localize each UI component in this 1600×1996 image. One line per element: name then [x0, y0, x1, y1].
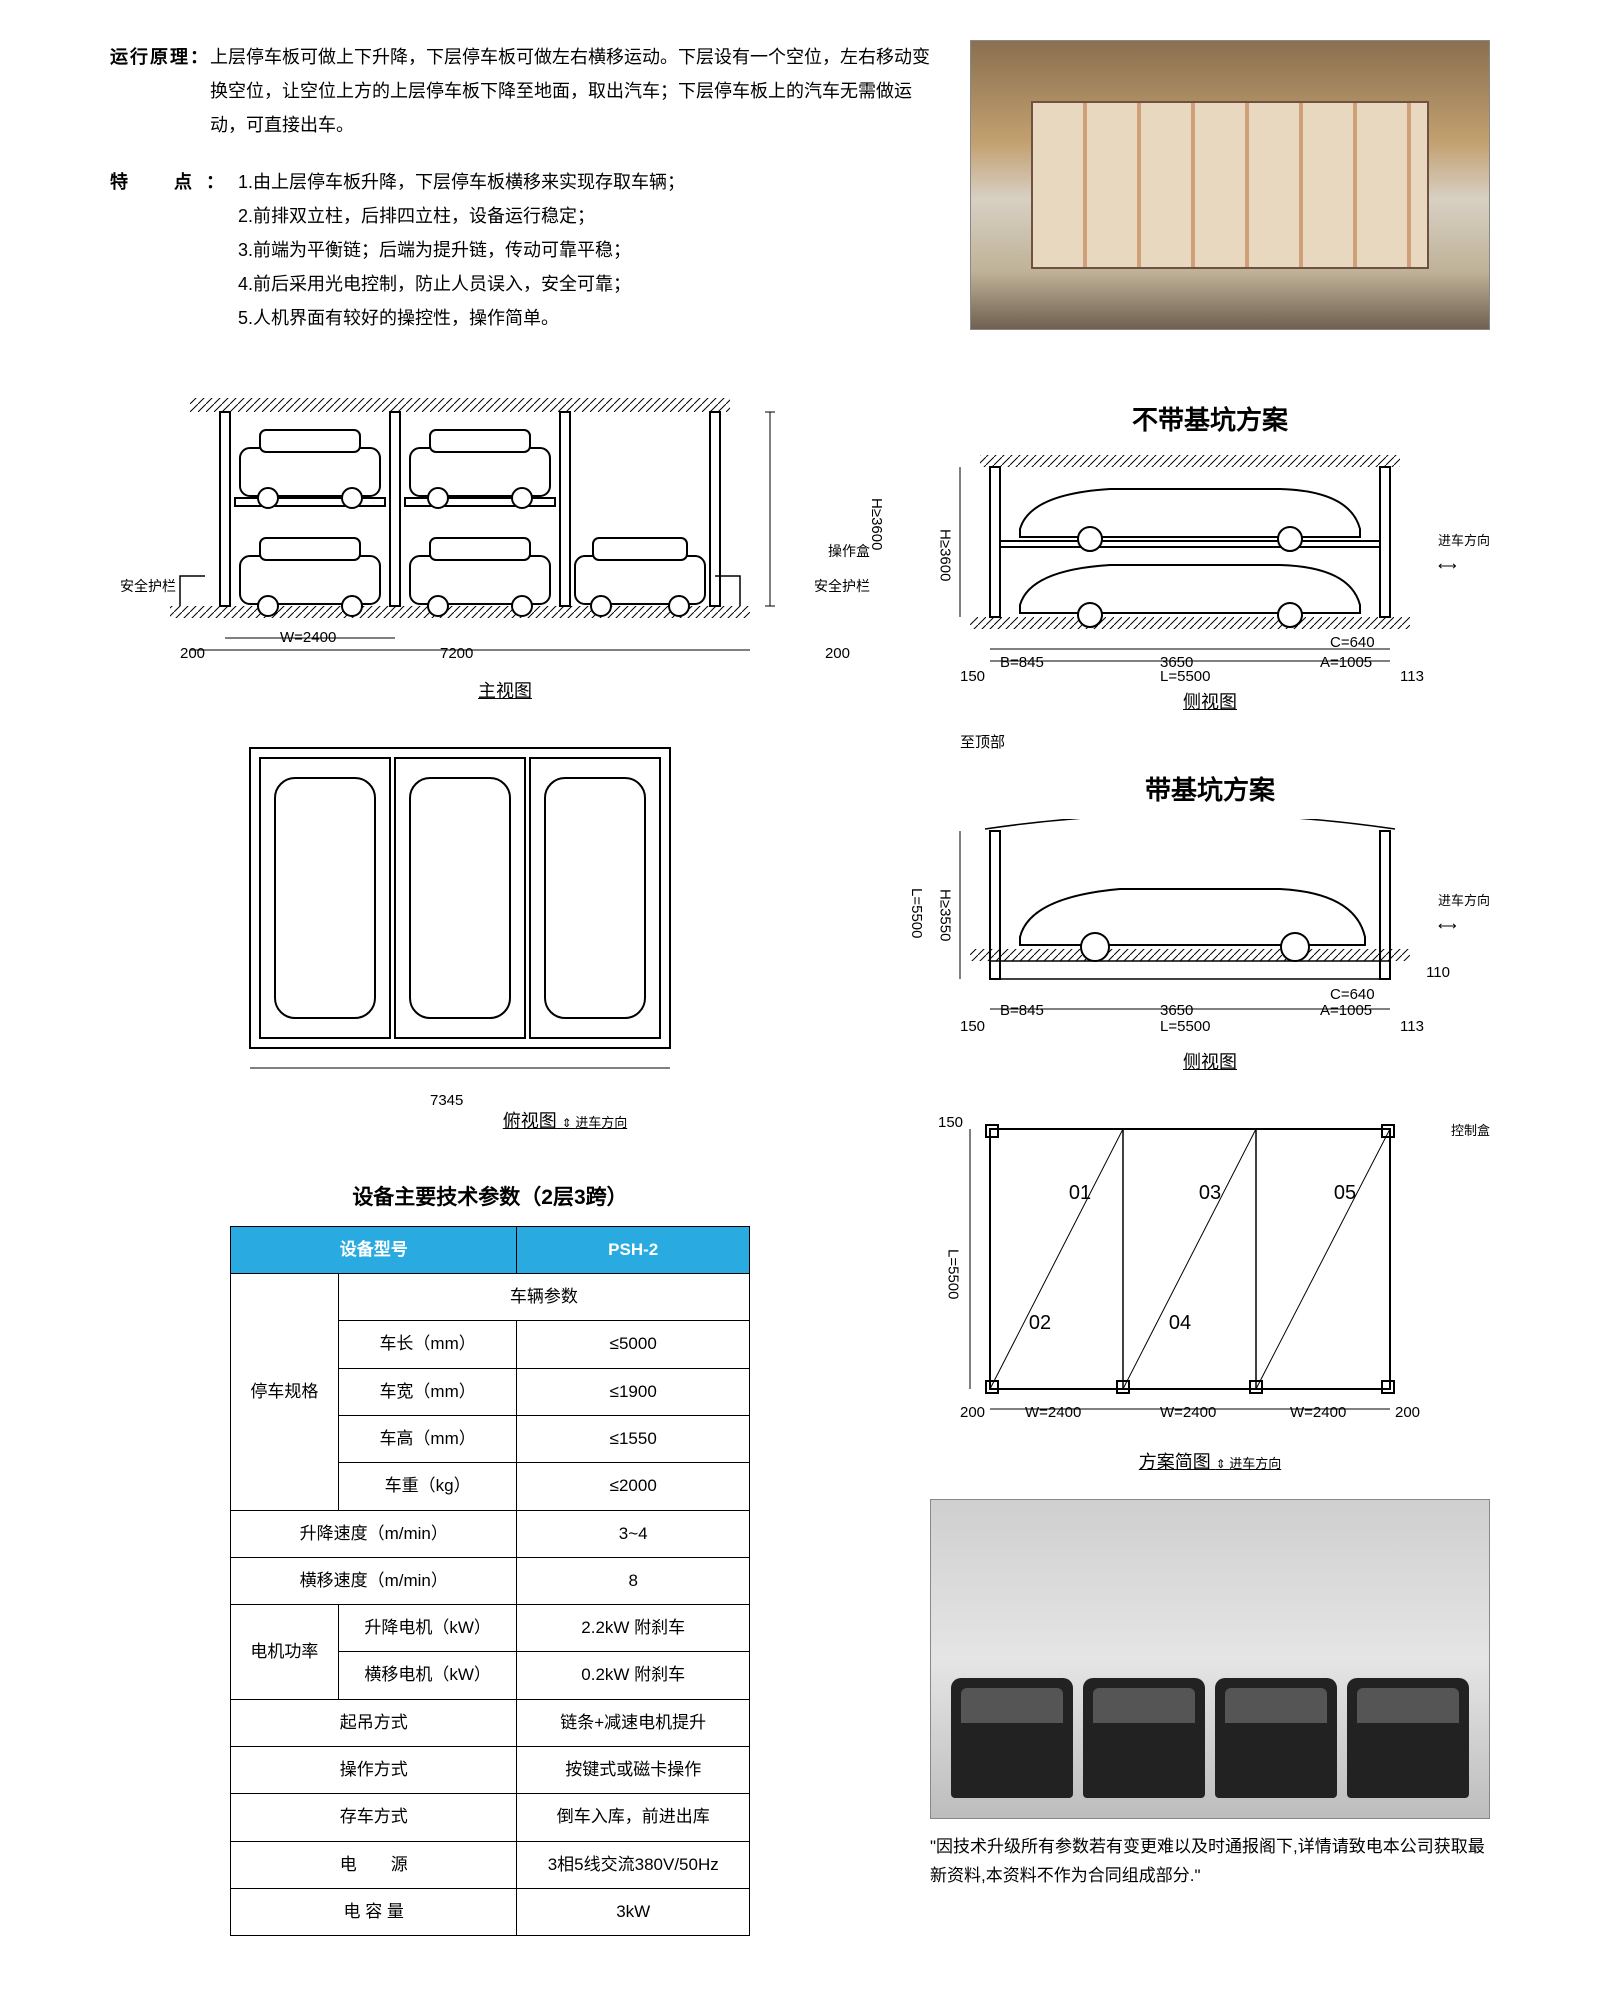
th-model-value: PSH-2 [517, 1226, 750, 1273]
dim-l: L=5500 [938, 1249, 967, 1299]
cell-label: 横移速度（m/min） [231, 1557, 517, 1604]
dim-h: H≥3550 [930, 889, 959, 941]
cell-sub: 车宽（mm） [338, 1368, 517, 1415]
dim-w: 7345 [430, 1087, 463, 1116]
principle-text: 上层停车板可做上下升降，下层停车板可做左右横移运动。下层设有一个空位，左右移动变… [210, 40, 930, 143]
cell-value: 倒车入库，前进出库 [517, 1794, 750, 1841]
cell-sub: 升降电机（kW） [338, 1605, 517, 1652]
dim-ml: 150 [960, 663, 985, 692]
cell-value: 按键式或磁卡操作 [517, 1747, 750, 1794]
dim-b: B=845 [1000, 997, 1044, 1026]
cell-sub: 车高（mm） [338, 1415, 517, 1462]
svg-text:01: 01 [1069, 1182, 1091, 1204]
label-dir: 进车方向⟷ [1438, 529, 1490, 578]
cell-label: 存车方式 [231, 1794, 517, 1841]
feature-item: 1.由上层停车板升降，下层停车板横移来实现存取车辆； [238, 165, 930, 199]
dim-margin: 200 [825, 640, 850, 669]
feature-item: 2.前排双立柱，后排四立柱，设备运行稳定； [238, 199, 930, 233]
diagram-top-view: L=5500 7345 俯视图 ⇕ 进车方向 [110, 738, 900, 1138]
cell-label: 电 容 量 [231, 1888, 517, 1935]
dim-mr: 113 [1400, 663, 1424, 692]
svg-text:02: 02 [1029, 1312, 1051, 1334]
diagram-top-title: 俯视图 ⇕ 进车方向 [230, 1104, 900, 1138]
label-ctrlbox: 控制盒 [1451, 1119, 1490, 1144]
cell-sub: 车长（mm） [338, 1321, 517, 1368]
photo-garage-2 [930, 1499, 1490, 1819]
svg-text:03: 03 [1199, 1182, 1221, 1204]
cell-sub: 车辆参数 [338, 1274, 749, 1321]
dim-m: 200 [960, 1399, 985, 1428]
dim-w: W=2400 [280, 624, 336, 653]
spec-table: 设备主要技术参数（2层3跨） 设备型号 PSH-2 停车规格 车辆参数 车长（m… [230, 1178, 750, 1936]
dim-ml: 150 [960, 1013, 985, 1042]
dim-l: L=5500 [1160, 663, 1210, 692]
cell-value: 0.2kW 附刹车 [517, 1652, 750, 1699]
cell-value: 3~4 [517, 1510, 750, 1557]
diagram-front-view: 安全护栏 操作盒 安全护栏 H≥3600 W=2400 7200 200 200… [110, 388, 900, 708]
dim-w1: W=2400 [1025, 1399, 1081, 1428]
diagram-side-pit: H≥3550 110 进车方向⟷ B=845 3650 A=1005 C=640… [930, 819, 1490, 1079]
svg-text:04: 04 [1169, 1312, 1191, 1334]
cell-value: 链条+减速电机提升 [517, 1699, 750, 1746]
cell-sub: 横移电机（kW） [338, 1652, 517, 1699]
dim-margin: 200 [180, 640, 205, 669]
features-label: 特 点： [110, 165, 238, 336]
cell-value: ≤1550 [517, 1415, 750, 1462]
features-list: 1.由上层停车板升降，下层停车板横移来实现存取车辆； 2.前排双立柱，后排四立柱… [238, 165, 930, 336]
side-pit-title: 侧视图 [930, 1045, 1490, 1079]
dim-w2: W=2400 [1160, 1399, 1216, 1428]
cell-value: ≤2000 [517, 1463, 750, 1510]
feature-item: 3.前端为平衡链；后端为提升链，传动可靠平稳； [238, 233, 930, 267]
dim-pit: 110 [1426, 959, 1450, 988]
pit-title: 带基坑方案 [930, 766, 1490, 815]
cell-value: 8 [517, 1557, 750, 1604]
dim-c: C=640 [1330, 981, 1375, 1010]
dim-m: 200 [1395, 1399, 1420, 1428]
svg-text:05: 05 [1334, 1182, 1356, 1204]
cell-value: 2.2kW 附刹车 [517, 1605, 750, 1652]
diagram-plan: 01 02 03 04 05 L=5500 150 控制盒 W=2400 W=2… [930, 1099, 1490, 1479]
plan-title: 方案简图 ⇕ 进车方向 [930, 1445, 1490, 1479]
diagram-side-nopit: H≥3600 进车方向⟷ B=845 3650 A=1005 C=640 L=5… [930, 449, 1490, 719]
dim-b: B=845 [1000, 649, 1044, 678]
dim-c: C=640 [1330, 629, 1375, 658]
label-safety-rail: 安全护栏 [120, 573, 176, 600]
label-to-top: 至顶部 [960, 729, 1490, 758]
cell-value: ≤1900 [517, 1368, 750, 1415]
dim-mr: 113 [1400, 1013, 1424, 1042]
cell-value: ≤5000 [517, 1321, 750, 1368]
th-model-label: 设备型号 [231, 1226, 517, 1273]
diagram-front-title: 主视图 [110, 674, 900, 708]
label-safety-rail: 安全护栏 [814, 573, 870, 600]
cell-value: 3kW [517, 1888, 750, 1935]
cell-label: 升降速度（m/min） [231, 1510, 517, 1557]
cell-group: 电机功率 [231, 1605, 339, 1700]
dim-total-w: 7200 [440, 640, 473, 669]
cell-label: 操作方式 [231, 1747, 517, 1794]
feature-item: 5.人机界面有较好的操控性，操作简单。 [238, 301, 930, 335]
dim-l: L=5500 [1160, 1013, 1210, 1042]
dim-h: H≥3600 [862, 498, 891, 550]
label-dir: 进车方向⟷ [1438, 889, 1490, 938]
principle-label: 运行原理： [110, 40, 210, 143]
feature-item: 4.前后采用光电控制，防止人员误入，安全可靠； [238, 267, 930, 301]
dim-mt: 150 [938, 1109, 963, 1138]
spec-table-title: 设备主要技术参数（2层3跨） [230, 1178, 750, 1218]
cell-label: 起吊方式 [231, 1699, 517, 1746]
cell-sub: 车重（kg） [338, 1463, 517, 1510]
nopit-title: 不带基坑方案 [930, 396, 1490, 445]
photo-garage-1 [970, 40, 1490, 330]
footnote: "因技术升级所有参数若有变更难以及时通报阁下,详情请致电本公司获取最新资料,本资… [930, 1833, 1490, 1891]
dim-w3: W=2400 [1290, 1399, 1346, 1428]
dim-h: H≥3600 [930, 529, 959, 581]
cell-label: 电 源 [231, 1841, 517, 1888]
cell-group: 停车规格 [231, 1274, 339, 1510]
dim-l: L=5500 [902, 888, 931, 938]
cell-value: 3相5线交流380V/50Hz [517, 1841, 750, 1888]
